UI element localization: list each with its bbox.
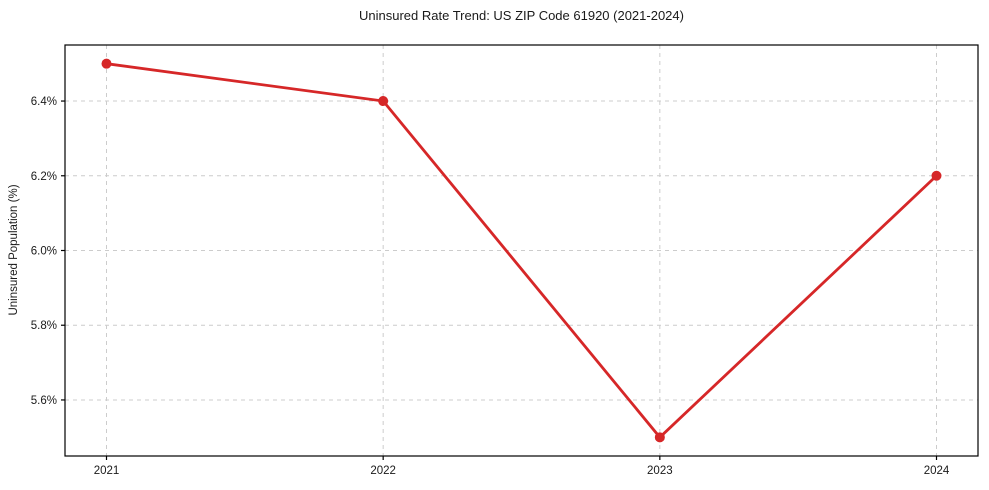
y-tick-label: 5.8% (31, 320, 57, 332)
y-tick-label: 5.6% (31, 395, 57, 407)
x-tick-label: 2024 (924, 465, 950, 477)
data-point (378, 96, 389, 107)
y-tick-label: 6.2% (31, 171, 57, 183)
y-axis-label: Uninsured Population (%) (8, 184, 20, 316)
trend-line (105, 62, 938, 439)
x-tick-label: 2023 (647, 465, 673, 477)
y-tick-label: 6.4% (31, 96, 57, 108)
axis-ticks (61, 100, 938, 460)
data-point (101, 58, 112, 69)
x-tick-label: 2022 (370, 465, 396, 477)
x-tick-label: 2021 (94, 465, 120, 477)
data-point (654, 432, 665, 443)
y-tick-label: 6.0% (31, 246, 57, 258)
gridlines (65, 45, 978, 456)
chart-title: Uninsured Rate Trend: US ZIP Code 61920 … (359, 8, 684, 23)
data-point (931, 170, 942, 181)
